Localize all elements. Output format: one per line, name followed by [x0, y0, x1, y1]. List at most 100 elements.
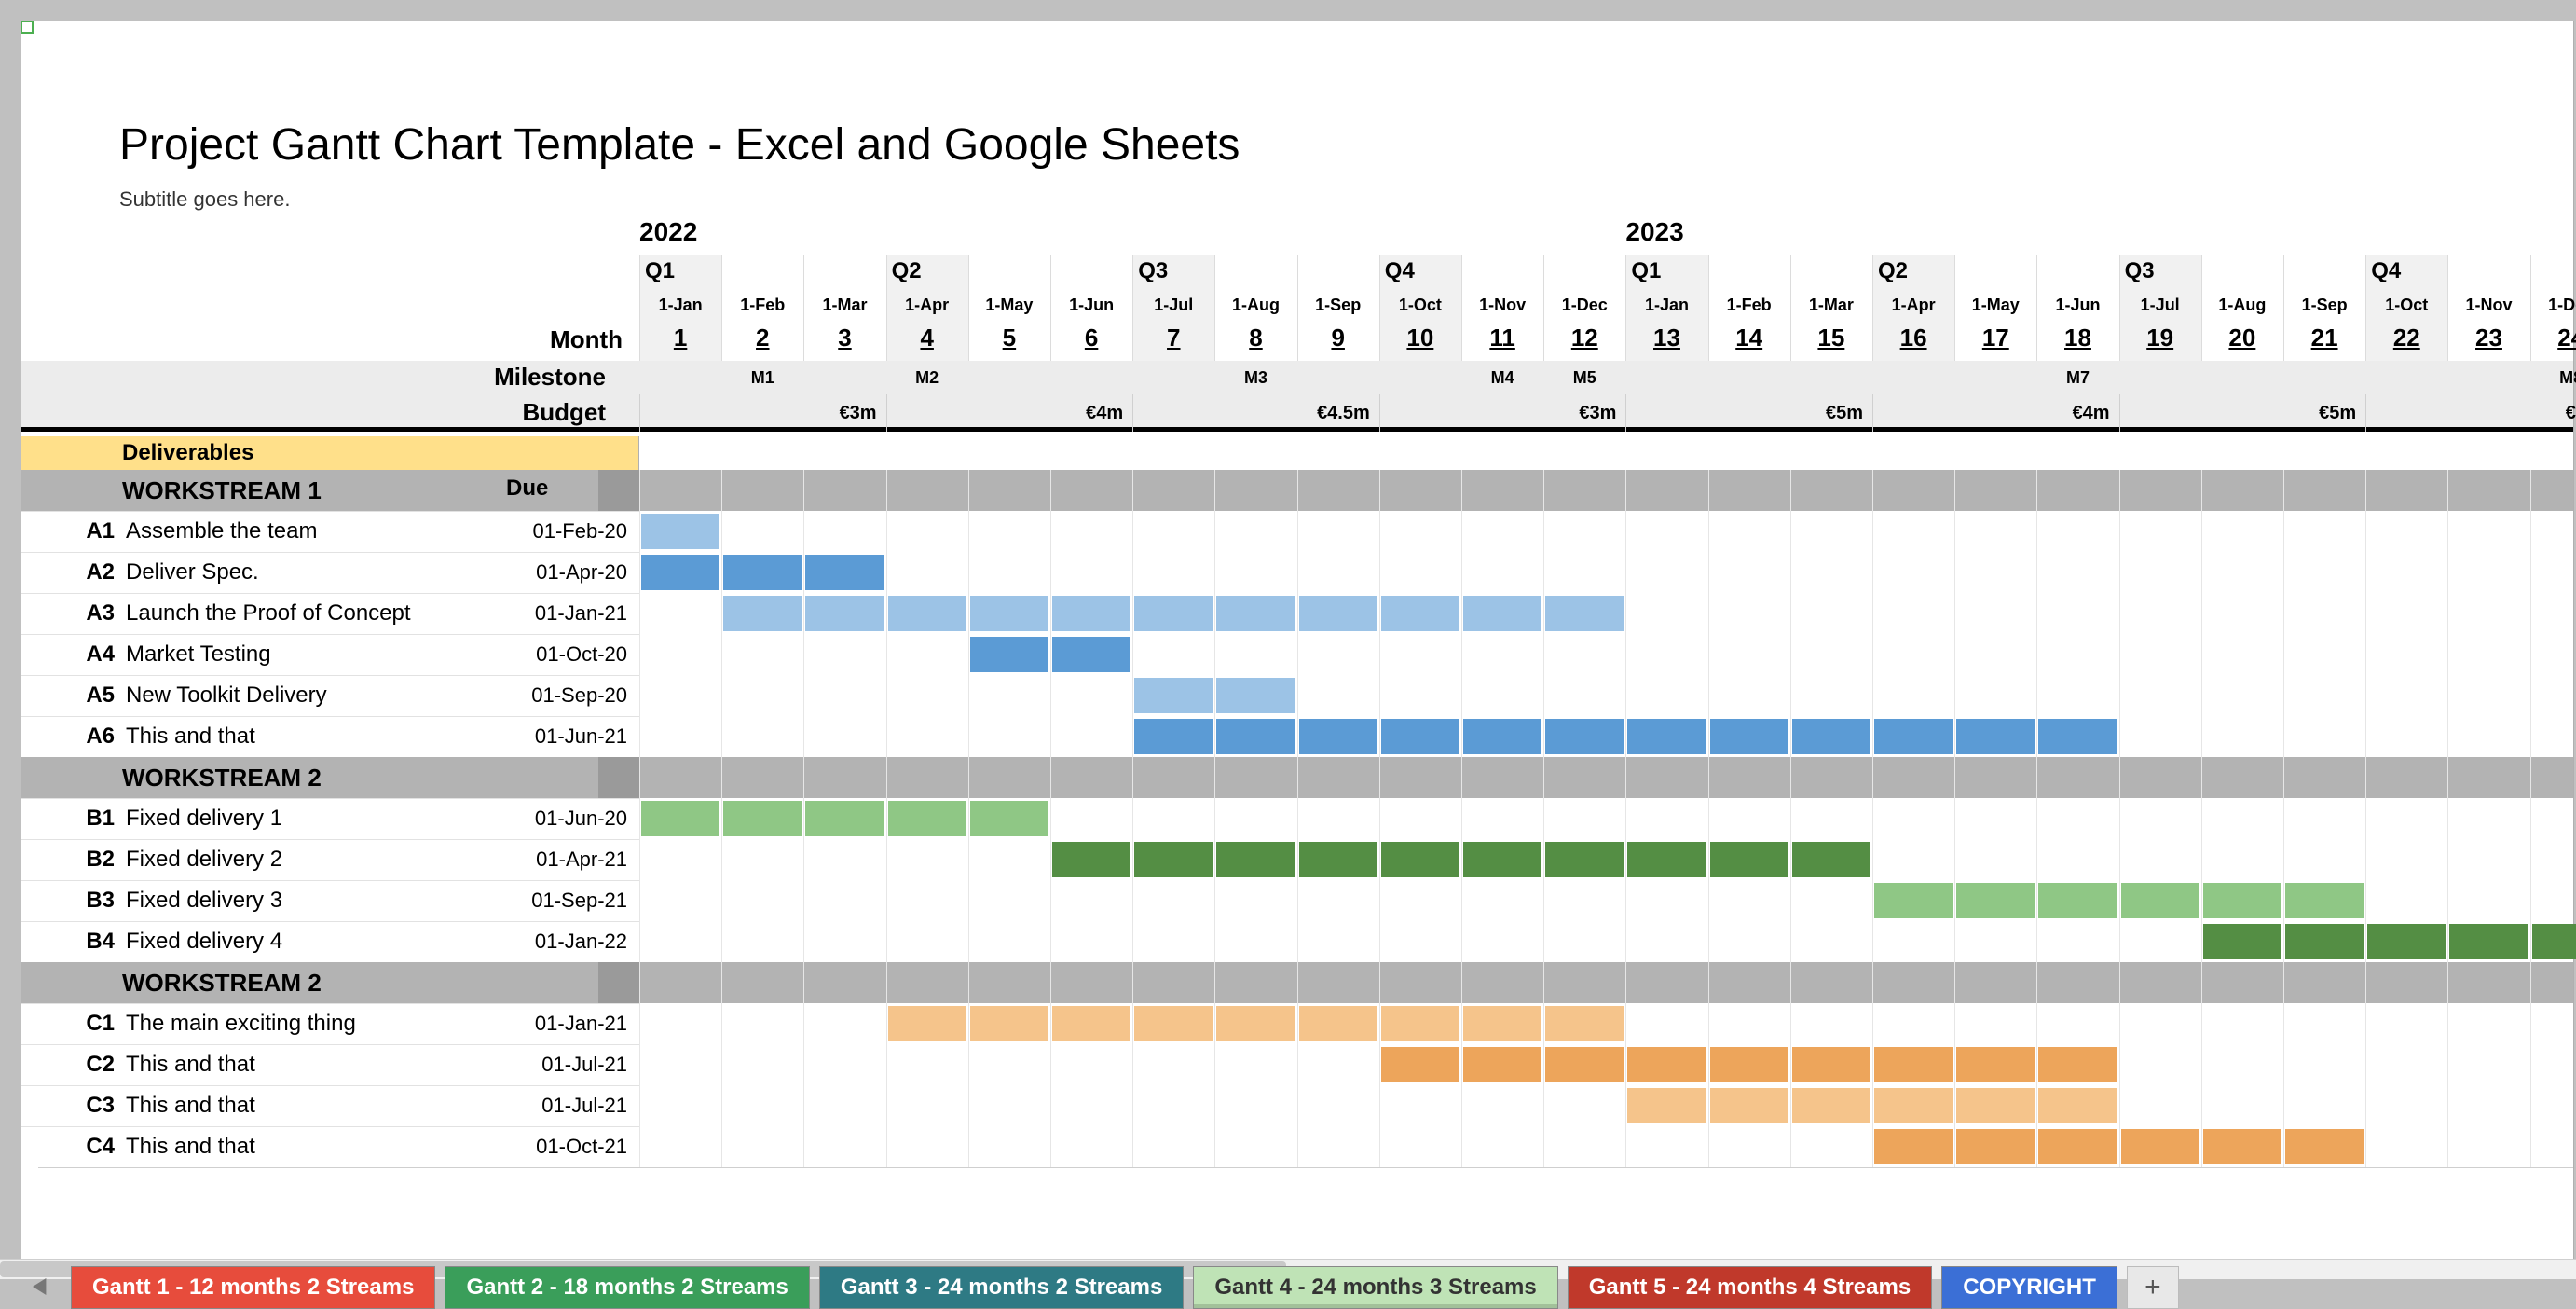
gantt-bar-segment[interactable] [1052, 596, 1130, 631]
gantt-bar-segment[interactable] [1545, 842, 1624, 877]
gantt-bar-segment[interactable] [1874, 719, 1953, 754]
gantt-bar-segment[interactable] [1463, 842, 1541, 877]
sheet-tab[interactable]: Gantt 3 - 24 months 2 Streams [819, 1266, 1184, 1309]
select-all-corner[interactable] [21, 21, 34, 34]
gantt-bar-segment[interactable] [723, 596, 802, 631]
gantt-bar-segment[interactable] [1874, 883, 1953, 918]
gantt-bar-segment[interactable] [2038, 1088, 2117, 1123]
gantt-bar-segment[interactable] [2121, 883, 2199, 918]
gantt-bar-segment[interactable] [1134, 842, 1213, 877]
gantt-bar-segment[interactable] [1956, 1047, 2035, 1082]
gantt-bar-segment[interactable] [805, 555, 884, 590]
gantt-bar-segment[interactable] [970, 801, 1048, 836]
gantt-bar-segment[interactable] [1874, 1088, 1953, 1123]
gantt-bar-segment[interactable] [2038, 1129, 2117, 1164]
gantt-bar-segment[interactable] [1792, 719, 1870, 754]
gantt-bar-segment[interactable] [1463, 1047, 1541, 1082]
gantt-bar-segment[interactable] [1134, 596, 1213, 631]
gantt-bar-segment[interactable] [970, 596, 1048, 631]
gantt-bar-segment[interactable] [1052, 637, 1130, 672]
gantt-bar-segment[interactable] [1627, 1047, 1706, 1082]
sheet-tab[interactable]: Gantt 1 - 12 months 2 Streams [71, 1266, 435, 1309]
gantt-bar-segment[interactable] [1381, 719, 1459, 754]
gantt-bar-segment[interactable] [2285, 1129, 2364, 1164]
gantt-bar-segment[interactable] [1216, 596, 1295, 631]
gantt-bar-segment[interactable] [1874, 1129, 1953, 1164]
gantt-bar-segment[interactable] [1792, 1088, 1870, 1123]
gantt-bar-segment[interactable] [1956, 1088, 2035, 1123]
gantt-bar-segment[interactable] [1381, 1047, 1459, 1082]
gantt-bar-segment[interactable] [1545, 1047, 1624, 1082]
gantt-bar-segment[interactable] [1299, 1006, 1377, 1041]
gantt-bar-segment[interactable] [1463, 719, 1541, 754]
sheet-tab[interactable]: Gantt 5 - 24 months 4 Streams [1568, 1266, 1932, 1309]
gantt-bar-segment[interactable] [1134, 719, 1213, 754]
gantt-bar-segment[interactable] [1216, 719, 1295, 754]
gantt-bar-segment[interactable] [641, 801, 719, 836]
gantt-bar-segment[interactable] [1627, 1088, 1706, 1123]
gantt-bar-segment[interactable] [1710, 1088, 1788, 1123]
add-sheet-button[interactable]: + [2127, 1266, 2179, 1309]
gantt-bar-segment[interactable] [1052, 842, 1130, 877]
gantt-bar-segment[interactable] [2449, 924, 2528, 959]
gantt-bar-segment[interactable] [2038, 883, 2117, 918]
gantt-bar-segment[interactable] [1381, 842, 1459, 877]
gantt-bar-segment[interactable] [1299, 596, 1377, 631]
gantt-bar-segment[interactable] [1134, 1006, 1213, 1041]
gantt-bar-segment[interactable] [1710, 842, 1788, 877]
gantt-bar-segment[interactable] [641, 555, 719, 590]
gantt-bar-segment[interactable] [1792, 1047, 1870, 1082]
gantt-bar-segment[interactable] [723, 555, 802, 590]
gantt-bar-segment[interactable] [1545, 719, 1624, 754]
gantt-bar-segment[interactable] [2038, 719, 2117, 754]
gantt-bar-segment[interactable] [805, 801, 884, 836]
gantt-bar-segment[interactable] [1710, 719, 1788, 754]
gantt-bar-segment[interactable] [1710, 1047, 1788, 1082]
task-due: 01-Jan-21 [459, 593, 627, 634]
gantt-bar-segment[interactable] [2285, 883, 2364, 918]
quarter-label: Q4 [2371, 258, 2401, 284]
gantt-bar-segment[interactable] [2203, 924, 2281, 959]
gantt-bar-segment[interactable] [1299, 719, 1377, 754]
gantt-bar-segment[interactable] [970, 637, 1048, 672]
gantt-bar-segment[interactable] [1381, 1006, 1459, 1041]
month-gridline [1461, 470, 1462, 1167]
gantt-bar-segment[interactable] [2203, 883, 2281, 918]
gantt-bar-segment[interactable] [641, 514, 719, 549]
gantt-bar-segment[interactable] [888, 1006, 966, 1041]
gantt-bar-segment[interactable] [1216, 678, 1295, 713]
gantt-bar-segment[interactable] [888, 801, 966, 836]
gantt-bar-segment[interactable] [2038, 1047, 2117, 1082]
gantt-bar-segment[interactable] [1134, 678, 1213, 713]
gantt-bar-segment[interactable] [2203, 1129, 2281, 1164]
gantt-bar-segment[interactable] [1627, 842, 1706, 877]
gantt-bar-segment[interactable] [1956, 1129, 2035, 1164]
gantt-bar-segment[interactable] [1216, 1006, 1295, 1041]
gantt-bar-segment[interactable] [970, 1006, 1048, 1041]
month-number: 2 [721, 324, 803, 352]
gantt-bar-segment[interactable] [1381, 596, 1459, 631]
gantt-bar-segment[interactable] [1627, 719, 1706, 754]
gantt-bar-segment[interactable] [1874, 1047, 1953, 1082]
gantt-bar-segment[interactable] [1216, 842, 1295, 877]
gantt-bar-segment[interactable] [2532, 924, 2576, 959]
gantt-bar-segment[interactable] [723, 801, 802, 836]
gantt-bar-segment[interactable] [1463, 596, 1541, 631]
gantt-bar-segment[interactable] [1545, 596, 1624, 631]
sheet-tab[interactable]: Gantt 4 - 24 months 3 Streams [1193, 1266, 1557, 1309]
tab-nav-prev[interactable] [21, 1264, 62, 1309]
gantt-bar-segment[interactable] [1299, 842, 1377, 877]
gantt-bar-segment[interactable] [1052, 1006, 1130, 1041]
gantt-bar-segment[interactable] [1792, 842, 1870, 877]
sheet-tab[interactable]: COPYRIGHT [1941, 1266, 2117, 1309]
gantt-bar-segment[interactable] [1545, 1006, 1624, 1041]
gantt-bar-segment[interactable] [888, 596, 966, 631]
gantt-bar-segment[interactable] [1956, 883, 2035, 918]
gantt-bar-segment[interactable] [805, 596, 884, 631]
gantt-bar-segment[interactable] [2121, 1129, 2199, 1164]
gantt-bar-segment[interactable] [2285, 924, 2364, 959]
gantt-bar-segment[interactable] [2367, 924, 2446, 959]
gantt-bar-segment[interactable] [1956, 719, 2035, 754]
gantt-bar-segment[interactable] [1463, 1006, 1541, 1041]
sheet-tab[interactable]: Gantt 2 - 18 months 2 Streams [445, 1266, 809, 1309]
